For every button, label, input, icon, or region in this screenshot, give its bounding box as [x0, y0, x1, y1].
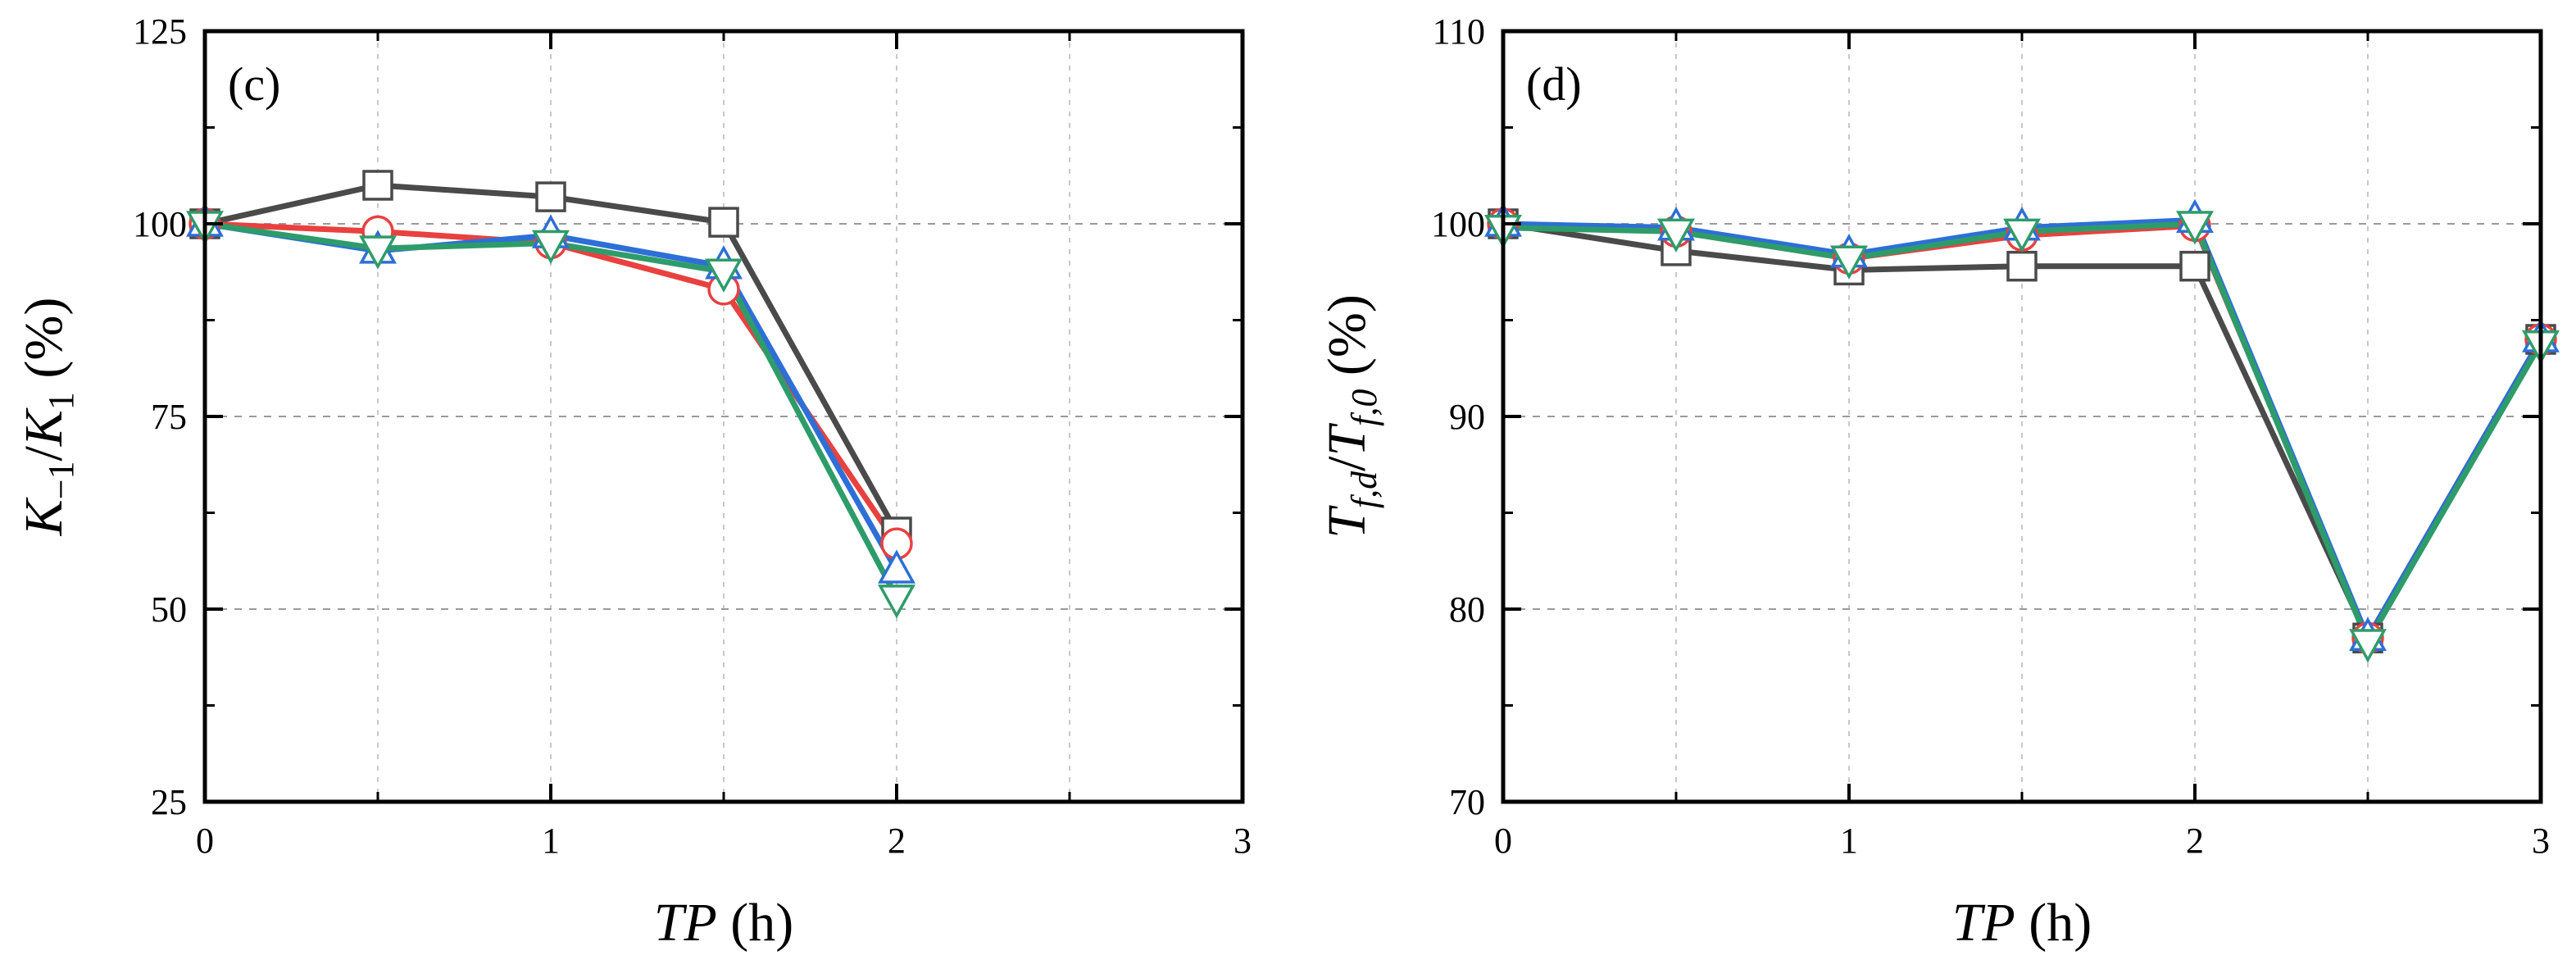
panel-d-y-sub2: f,0 [1344, 389, 1384, 426]
panel-d-x-tick-label: 1 [1840, 821, 1858, 861]
panel-d-y-unit: (%) [1317, 294, 1377, 389]
panel-c-y-slash: / [14, 445, 74, 461]
panel-c-y-var2: K [14, 407, 74, 447]
panel-c-series-1-point [708, 207, 739, 238]
panel-d-y-tick-label: 70 [1449, 782, 1485, 822]
panel-d-x-axis-var: TP [1952, 893, 2015, 953]
panel-d-y-var2: T [1317, 423, 1377, 457]
panel-c-series-4-point [359, 235, 397, 270]
panel-d-y-tick-label: 110 [1433, 11, 1485, 52]
panel-c-y-sub1: −1 [41, 461, 81, 499]
panel-d-y-var1: T [1317, 505, 1377, 539]
panel-d-x-axis-title: TP (h) [1952, 893, 2092, 953]
panel-d-series-1-point [2179, 250, 2210, 282]
panel-d-x-tick-label: 3 [2532, 821, 2550, 861]
panel-c-x-axis-unit: (h) [717, 893, 793, 953]
panel-c-y-sub2: 1 [41, 392, 81, 410]
panel-d-series-1-point [2006, 250, 2038, 282]
panel-d-label: (d) [1526, 57, 1582, 111]
panel-c-x-axis-title: TP (h) [654, 893, 794, 953]
panel-d-series-4-point [2003, 218, 2041, 253]
panel-c-x-axis-var: TP [654, 893, 717, 953]
panel-c-series-1-point [362, 170, 393, 201]
panel-c-y-var1: K [14, 497, 74, 536]
panel-c-y-axis-title: K−1/K1 (%) [14, 298, 81, 537]
panel-c-series-4-point [705, 258, 743, 293]
panel-d-grid [1503, 31, 2541, 802]
panel-d-x-tick-label: 2 [2186, 821, 2204, 861]
panel-d-x-tick-label: 0 [1494, 821, 1512, 861]
panel-c-y-tick-label: 75 [151, 397, 187, 437]
panel-c-x-tick-label: 0 [196, 821, 214, 861]
panel-c-y-tick-label: 125 [133, 11, 187, 52]
panel-c-series-4-point [878, 585, 915, 619]
panel-d-y-slash: / [1317, 456, 1377, 471]
panel-d-y-tick-label: 80 [1449, 589, 1485, 630]
panel-d-ticks: 0 1 2 3 70 80 90 100 110 [1431, 11, 2550, 861]
panel-d-series-4-point [1657, 218, 1695, 253]
panel-c-grid [205, 31, 1243, 802]
panel-d-y-sub1: f,d [1344, 471, 1384, 508]
panel-c-y-unit: (%) [14, 298, 74, 392]
panel-d-series-layer [1484, 198, 2560, 663]
panel-c-y-tick-label: 100 [133, 204, 187, 244]
panel-c-x-tick-label: 2 [888, 821, 906, 861]
panel-d-y-tick-label: 100 [1431, 204, 1485, 244]
panel-c-series-4-point [532, 230, 570, 265]
panel-c-y-tick-label: 50 [151, 589, 187, 630]
panel-d-series-4-point [2349, 629, 2387, 663]
panel-d-y-axis-title: Tf,d/Tf,0 (%) [1317, 294, 1384, 539]
panel-c-x-tick-label: 1 [542, 821, 560, 861]
panel-d-y-tick-label: 90 [1449, 397, 1485, 437]
panel-c-x-tick-label: 3 [1233, 821, 1252, 861]
panel-c-y-tick-label: 25 [151, 782, 187, 822]
panel-c-series-3-point [878, 549, 915, 584]
panel-c-series-layer [186, 170, 915, 619]
panel-d-series-4-point [2176, 211, 2214, 245]
panel-c-series-1-point [535, 181, 566, 212]
panel-c-label: (c) [228, 57, 280, 111]
panel-d-series-4-point [1830, 245, 1868, 280]
panel-c-ticks: 0 1 2 3 25 50 75 100 125 [133, 11, 1252, 861]
panel-d-x-axis-unit: (h) [2015, 893, 2092, 953]
